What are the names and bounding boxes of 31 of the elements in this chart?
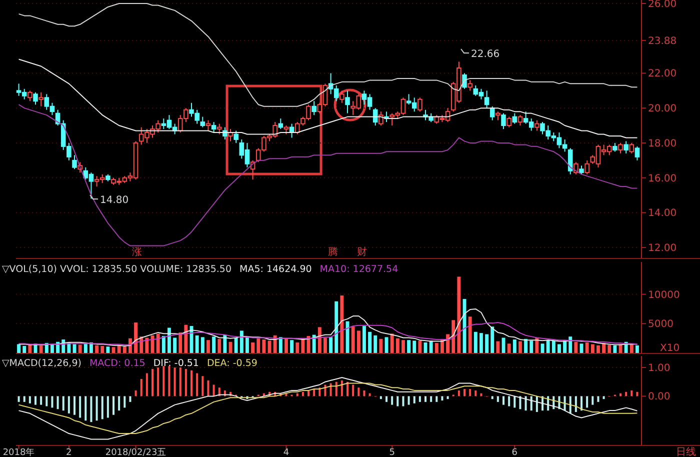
y-tick-label: 10000 bbox=[648, 290, 680, 301]
y-tick-label: 14.00 bbox=[648, 208, 677, 220]
chart-title: ▽MACD(12,26,9) bbox=[2, 358, 82, 369]
series-label: MACD: 0.15 bbox=[89, 358, 146, 369]
text: DEA: -0.59 bbox=[206, 358, 258, 369]
annotation: 财 bbox=[357, 246, 367, 258]
annotation: 14.80 bbox=[100, 195, 129, 206]
y-tick-label: 5000 bbox=[648, 319, 674, 330]
text: MA5: 14624.90 bbox=[240, 264, 312, 275]
text: MA10: 12677.54 bbox=[320, 264, 398, 275]
y-tick-label: 18.00 bbox=[648, 138, 677, 150]
y-tick-label: 22.00 bbox=[648, 68, 677, 80]
text: 日线 bbox=[676, 446, 696, 457]
y-tick-label: 1.00 bbox=[648, 362, 670, 374]
chart-title: ▽VOL(5,10) VVOL: 12835.50 VOLUME: 12835.50 bbox=[2, 264, 232, 275]
text: DIF: -0.51 bbox=[153, 358, 199, 369]
x-tick-label: 6 bbox=[512, 448, 518, 457]
text: X10 bbox=[660, 343, 680, 354]
annotation: 涨 bbox=[132, 246, 142, 258]
y-tick-label: 23.88 bbox=[648, 36, 677, 47]
x-tick-label: 2 bbox=[66, 448, 72, 457]
y-tick-label: 0.00 bbox=[648, 392, 670, 403]
x-tick-label: 4 bbox=[283, 448, 290, 457]
y-tick-label: 20.00 bbox=[648, 104, 677, 115]
x-tick-label: 2018年 bbox=[2, 447, 35, 457]
y-tick-label: 12.00 bbox=[648, 243, 677, 254]
y-tick-label: 16.00 bbox=[648, 173, 677, 184]
x-tick-label: 5 bbox=[389, 448, 395, 457]
annotation: 腾 bbox=[328, 246, 338, 258]
x-tick-label: 2018/02/23五 bbox=[105, 448, 166, 457]
annotation: 22.66 bbox=[471, 49, 500, 60]
